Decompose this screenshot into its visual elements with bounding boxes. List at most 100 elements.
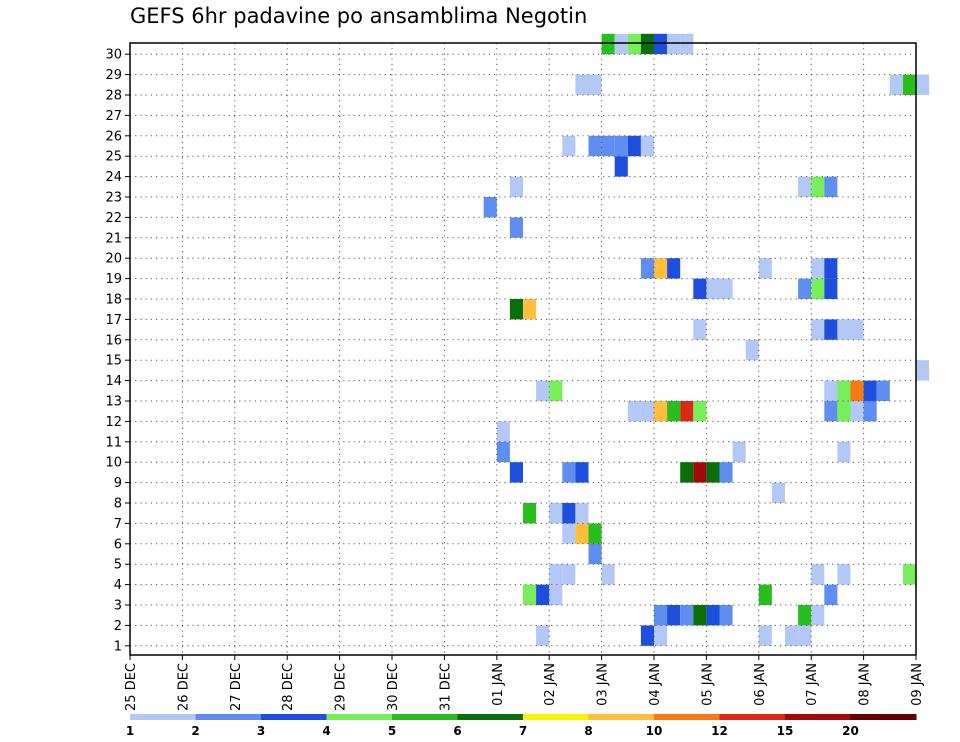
precip-cell	[811, 605, 825, 626]
x-tick-label: 28 DEC	[281, 663, 296, 711]
colorbar-swatch	[392, 714, 458, 720]
precip-cell	[588, 74, 602, 95]
precip-cell	[654, 605, 668, 626]
precip-cell	[706, 462, 720, 483]
precip-cell	[758, 584, 772, 605]
precip-cell	[614, 135, 628, 157]
precip-cell	[601, 564, 615, 585]
precip-cell	[902, 74, 916, 95]
precip-cell	[667, 258, 681, 279]
precip-cell	[876, 380, 890, 401]
colorbar-swatch	[785, 714, 851, 720]
y-tick-label: 3	[114, 599, 122, 614]
precip-cell	[824, 380, 838, 401]
y-tick-label: 28	[105, 89, 122, 104]
precip-cell	[654, 258, 668, 279]
precip-cell	[798, 278, 812, 299]
y-tick-label: 5	[114, 558, 122, 573]
precip-cell	[889, 74, 903, 95]
precip-cell	[916, 360, 930, 381]
x-tick-label: 02 JAN	[543, 663, 558, 706]
precip-cell	[837, 319, 851, 340]
y-tick-label: 15	[105, 354, 122, 369]
colorbar-label: 1	[126, 724, 134, 738]
x-tick-label: 26 DEC	[176, 663, 191, 711]
precip-cell	[680, 462, 694, 483]
precip-cell	[824, 176, 838, 197]
precip-cell	[902, 564, 916, 585]
x-tick-label: 27 DEC	[229, 663, 244, 711]
precip-cell	[601, 33, 615, 55]
y-tick-label: 17	[105, 313, 122, 328]
y-tick-label: 9	[114, 476, 122, 491]
x-tick-label: 03 JAN	[596, 663, 611, 706]
x-tick-label: 29 DEC	[334, 663, 349, 711]
precip-cell	[824, 278, 838, 299]
precip-cell	[811, 319, 825, 340]
x-tick-label: 07 JAN	[805, 663, 820, 706]
x-tick-label: 01 JAN	[491, 663, 506, 706]
y-tick-label: 16	[105, 333, 122, 348]
colorbar-swatch	[850, 714, 917, 720]
precip-cells	[483, 33, 930, 646]
colorbar-label: 12	[711, 724, 728, 738]
precip-cell	[706, 278, 720, 299]
precip-cell	[509, 299, 523, 320]
y-tick-label: 29	[105, 68, 122, 83]
colorbar-swatch	[654, 714, 720, 720]
precip-cell	[824, 401, 838, 422]
precip-cell	[627, 135, 641, 157]
precip-cell	[811, 564, 825, 585]
precip-cell	[837, 401, 851, 422]
x-tick-label: 09 JAN	[910, 663, 925, 706]
precip-cell	[837, 564, 851, 585]
precip-cell	[732, 441, 746, 463]
colorbar: 1 2 3 4 5 6 7 8 10 12 15 20	[126, 714, 917, 738]
y-tick-label: 18	[105, 293, 122, 308]
precip-cell	[850, 319, 864, 340]
precip-cell	[575, 523, 589, 544]
precip-cell	[509, 176, 523, 197]
colorbar-swatch	[457, 714, 524, 720]
precip-cell	[562, 462, 576, 483]
colorbar-label: 2	[191, 724, 199, 738]
y-tick-label: 27	[105, 109, 122, 124]
precip-cell	[509, 217, 523, 238]
colorbar-swatch	[588, 714, 655, 720]
x-tick-label: 31 DEC	[438, 663, 453, 711]
precip-cell	[640, 625, 654, 646]
precip-cell	[549, 584, 563, 605]
y-tick-label: 2	[114, 619, 122, 634]
precip-cell	[575, 462, 589, 483]
precip-cell	[916, 74, 930, 95]
colorbar-label: 6	[453, 724, 461, 738]
y-tick-label: 10	[105, 456, 122, 471]
precip-cell	[536, 584, 550, 605]
y-tick-label: 24	[105, 170, 122, 185]
x-tick-label: 06 JAN	[753, 663, 768, 706]
precip-cell	[693, 278, 707, 299]
colorbar-label: 7	[519, 724, 527, 738]
precip-cell	[824, 584, 838, 605]
precip-cell	[588, 523, 602, 544]
precip-cell	[614, 33, 628, 55]
colorbar-swatch	[326, 714, 393, 720]
precip-cell	[771, 482, 785, 503]
precip-cell	[863, 401, 877, 422]
precip-cell	[575, 503, 589, 524]
y-tick-label: 14	[105, 374, 122, 389]
precip-cell	[798, 605, 812, 626]
precip-cell	[640, 401, 654, 422]
precip-cell	[758, 258, 772, 279]
grid-lines	[130, 43, 916, 655]
x-tick-label: 05 JAN	[700, 663, 715, 706]
precip-cell	[758, 625, 772, 646]
precip-cell	[745, 339, 759, 361]
precip-cell	[549, 380, 563, 401]
precip-cell	[654, 33, 668, 55]
precip-cell	[509, 462, 523, 483]
y-tick-label: 21	[105, 231, 122, 246]
precip-cell	[824, 258, 838, 279]
precip-cell	[496, 441, 510, 463]
